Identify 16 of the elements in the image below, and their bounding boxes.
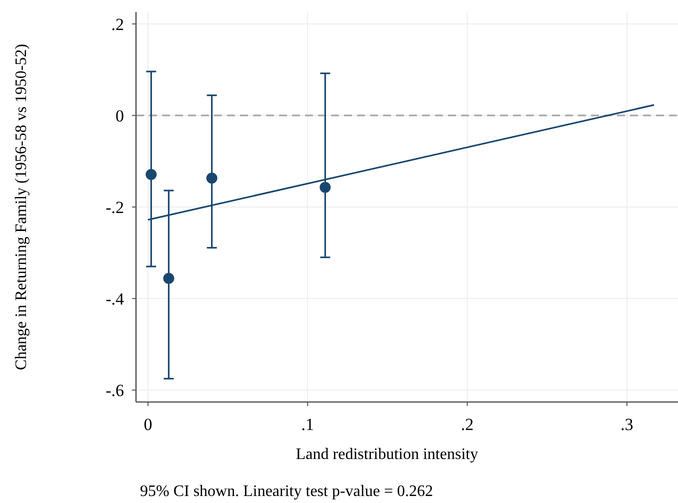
point [206, 172, 218, 184]
text: 95% CI shown. Linearity test p-value = 0.262 [140, 483, 433, 500]
y-tick-label: -.4 [106, 290, 124, 308]
point [146, 169, 157, 180]
y-tick-label: -.6 [106, 381, 124, 400]
point [163, 272, 174, 284]
y-axis-title: Change in Returning Family (1956-58 vs 1950-52) [13, 44, 30, 370]
y-tick-label: .2 [111, 14, 124, 34]
x-axis-title: Land redistribution intensity [296, 446, 478, 463]
x-tick-label: .3 [620, 415, 634, 434]
y-tick-label: 0 [116, 106, 124, 126]
y-tick-label: -.2 [106, 198, 124, 217]
x-tick-label: .1 [301, 415, 314, 434]
x-tick-label: 0 [144, 415, 152, 434]
x-tick-label: .2 [460, 415, 474, 434]
point [320, 182, 331, 193]
